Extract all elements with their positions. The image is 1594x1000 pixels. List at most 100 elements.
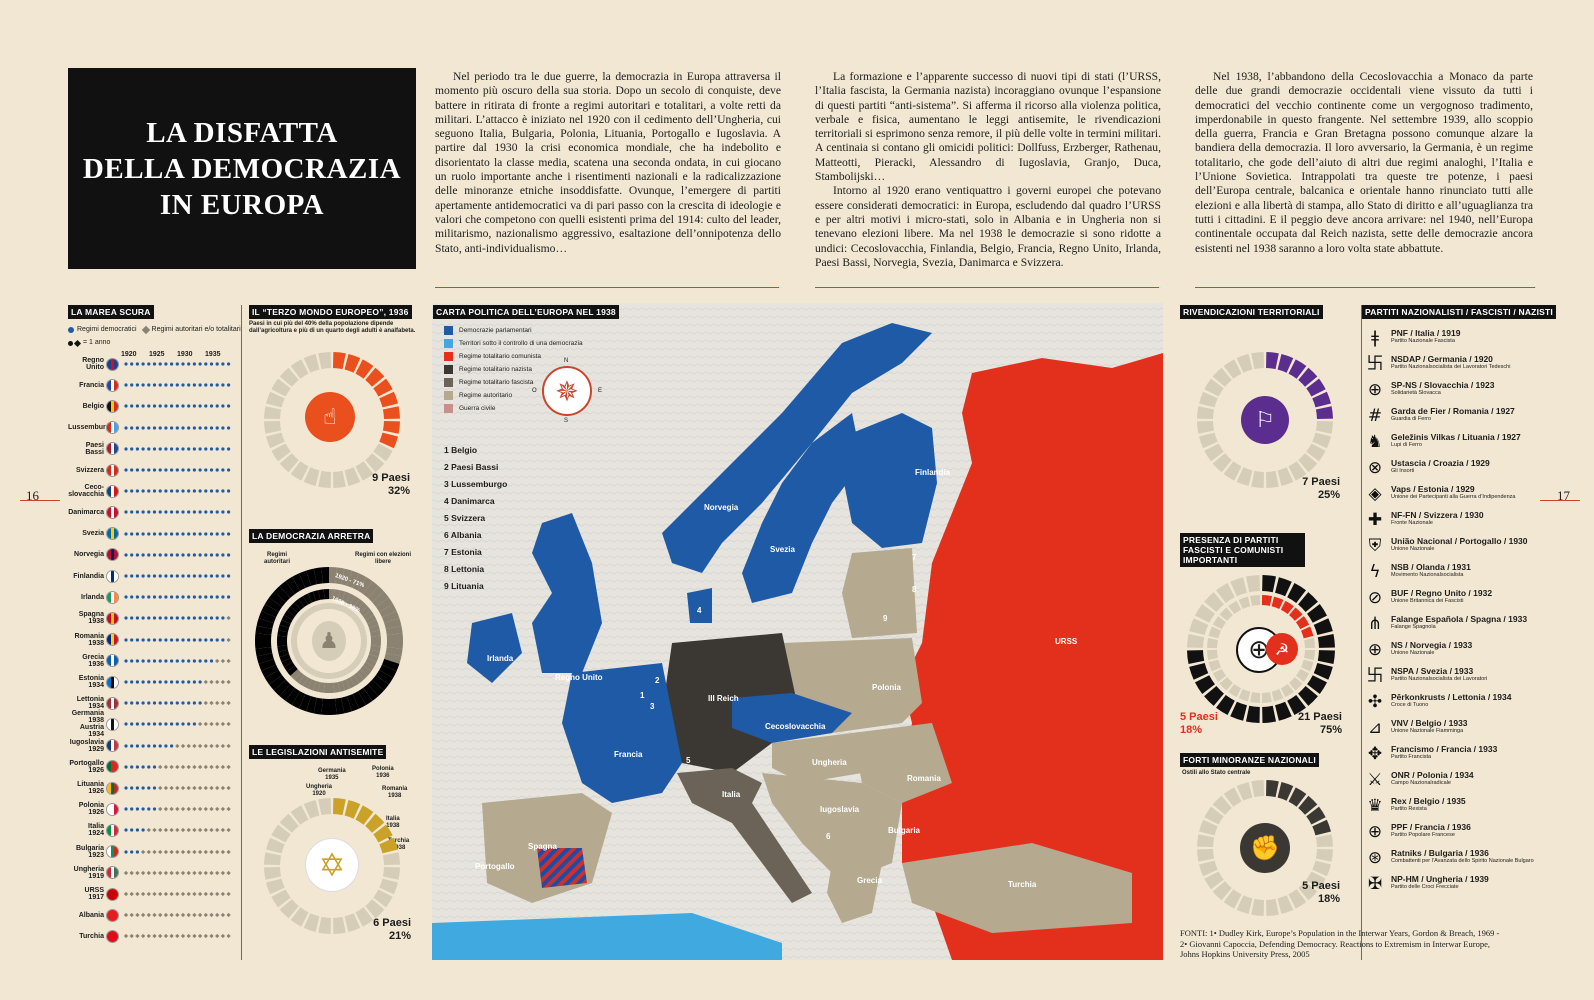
civil-war-region <box>537 848 587 888</box>
donut-segment <box>344 913 361 932</box>
auth-year-diamond <box>226 934 231 939</box>
auth-year-diamond <box>158 785 163 791</box>
donut-segment <box>1280 683 1294 698</box>
country-row: Albania <box>68 906 238 924</box>
shield-cross-icon: ⛨ <box>1368 536 1382 556</box>
donut-segment <box>290 669 301 680</box>
demo-year-dot <box>215 468 219 472</box>
donut-segment <box>283 662 296 672</box>
map-number-marker: 3 <box>650 702 655 711</box>
donut-segment <box>385 625 403 635</box>
finlandia-region <box>842 413 937 548</box>
party-name: Francismo / Francia / 1933 <box>1391 744 1498 754</box>
party-name: NS / Norvegia / 1933 <box>1391 640 1473 650</box>
auth-year-diamond <box>220 849 226 854</box>
wolf-icon: ♞ <box>1367 432 1383 452</box>
auth-year-diamond <box>186 764 191 769</box>
star-of-david-icon: ✡ <box>305 838 359 892</box>
donut-segment <box>358 576 373 595</box>
donut-segment <box>271 824 291 843</box>
donut-segment <box>303 800 320 819</box>
auth-year-diamond <box>163 913 169 918</box>
donut-segment <box>333 682 340 693</box>
donut-segment <box>367 586 384 603</box>
demo-year-dot <box>221 574 225 578</box>
auth-year-diamond <box>175 764 180 769</box>
auth-year-diamond <box>226 722 231 727</box>
demo-year-dot <box>227 595 231 599</box>
demo-year-dot <box>204 637 208 642</box>
auth-year-diamond <box>226 913 231 918</box>
minoranze-desc: Ostili allo Stato centrale <box>1182 770 1251 776</box>
donut-segment <box>310 606 316 614</box>
donut-segment <box>386 633 403 641</box>
demo-year-dot <box>141 722 145 726</box>
auth-year-diamond <box>197 828 203 833</box>
demo-year-dot <box>130 553 134 557</box>
donut-segment <box>1306 443 1326 462</box>
flag-icon <box>106 399 119 413</box>
party-desc: Falange Spagnola <box>1391 624 1436 630</box>
demo-year-dot <box>124 680 128 684</box>
auth-year-diamond <box>209 722 214 727</box>
donut-segment <box>294 672 305 684</box>
year-dots <box>124 764 231 769</box>
donut-segment <box>306 568 317 586</box>
donut-segment <box>298 674 308 687</box>
demo-year-dot <box>170 722 174 726</box>
donut-segment <box>313 697 323 715</box>
auth-year-diamond <box>209 934 214 939</box>
map-number-item: 6 Albania <box>444 530 482 540</box>
party-desc: Solidarietà Slovacca <box>1391 390 1441 396</box>
auth-year-diamond <box>215 679 220 685</box>
auth-year-diamond <box>180 807 186 812</box>
demo-year-dot <box>198 680 202 684</box>
demo-year-dot <box>181 425 185 430</box>
party-name: União Nacional / Portogallo / 1930 <box>1391 536 1528 546</box>
demo-year-dot <box>164 531 168 536</box>
donut-segment <box>360 665 372 676</box>
demo-year-dot <box>187 637 191 642</box>
auth-year-diamond <box>169 785 174 791</box>
demo-year-dot <box>164 362 168 366</box>
donut-segment <box>1251 898 1264 916</box>
party-desc: Movimento Nazionalsocialista <box>1391 572 1464 578</box>
donut-segment <box>313 567 323 585</box>
donut-segment <box>333 589 340 600</box>
demo-year-dot <box>175 404 179 408</box>
demo-year-dot <box>152 468 157 472</box>
donut-segment <box>1315 849 1333 862</box>
demo-year-dot <box>124 510 128 514</box>
auth-year-diamond <box>203 701 208 706</box>
minoranze-count: 5 Paesi 18% <box>1290 880 1340 906</box>
auth-year-diamond <box>175 807 180 812</box>
demo-year-dot <box>135 616 139 620</box>
demo-year-dot <box>130 849 134 854</box>
country-row: Romania 1938 <box>68 631 238 649</box>
dot-icon <box>68 340 73 346</box>
demo-year-dot <box>175 637 179 642</box>
demo-year-dot <box>130 489 134 493</box>
demo-year-dot <box>187 616 191 620</box>
legend-auth: Regimi autoritari e/o totalitari <box>151 326 241 333</box>
year-dots <box>124 362 231 366</box>
demo-year-dot <box>187 510 191 514</box>
donut-segment <box>1280 600 1294 615</box>
map-place-label: Finlandia <box>915 468 951 477</box>
demo-year-dot <box>170 616 174 620</box>
donut-segment <box>1238 596 1251 609</box>
auth-year-diamond <box>226 764 231 769</box>
demo-year-dot <box>198 553 202 557</box>
donut-segment <box>386 641 403 649</box>
donut-segment <box>329 672 333 679</box>
demo-year-dot <box>124 637 128 642</box>
donut-segment <box>370 645 381 652</box>
demo-year-dot <box>135 404 139 408</box>
demo-year-dot <box>181 468 185 472</box>
donut-segment <box>360 641 367 645</box>
flag-icon <box>106 548 119 562</box>
donut-segment <box>298 595 308 608</box>
demo-year-dot <box>170 701 174 705</box>
donut-segment <box>317 671 323 679</box>
donut-segment <box>367 679 384 696</box>
